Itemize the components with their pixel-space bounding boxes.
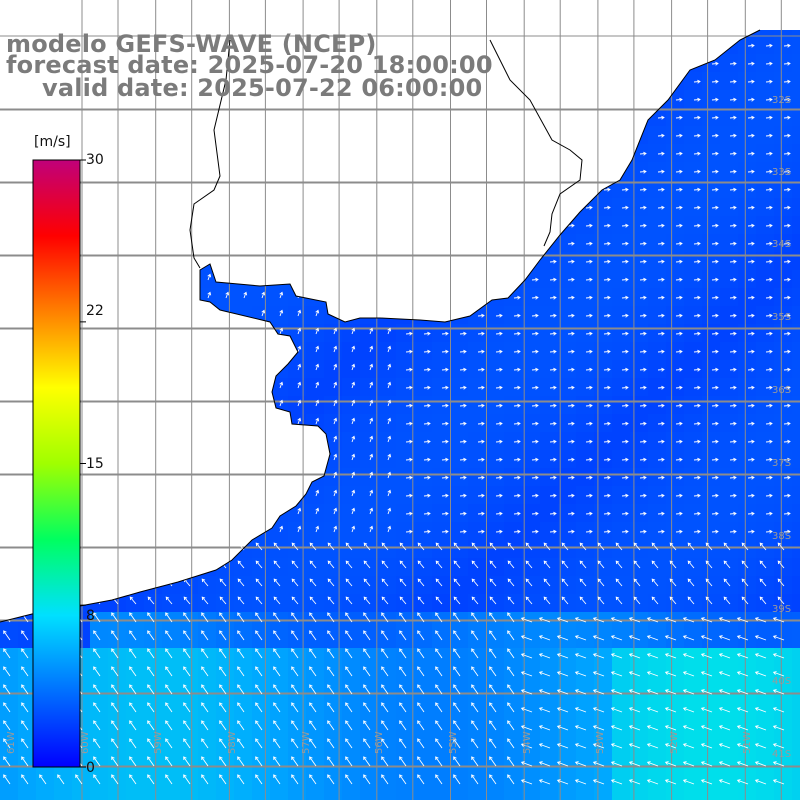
river-border-path xyxy=(189,39,231,269)
colorbar xyxy=(32,159,86,768)
lat-label: 32S xyxy=(772,95,791,106)
lon-label: 60W xyxy=(80,731,91,754)
colorbar-tick-0: 0 xyxy=(86,760,95,776)
map-title-forecast-date: forecast date: 2025-07-20 18:00:00 xyxy=(6,51,493,79)
lat-label: 33S xyxy=(772,167,791,178)
lat-label: 37S xyxy=(772,458,791,469)
lat-label: 40S xyxy=(772,676,791,687)
colorbar-ramp xyxy=(32,159,81,768)
lon-label: 53W xyxy=(595,731,606,754)
lon-label: 55W xyxy=(448,731,459,754)
lon-label: 61W xyxy=(6,731,17,754)
coastline-path xyxy=(0,29,761,623)
lon-label: 59W xyxy=(153,731,164,754)
lon-label: 51W xyxy=(742,731,753,754)
colorbar-tick-8: 8 xyxy=(86,608,95,624)
lon-label: 52W xyxy=(669,731,680,754)
colorbar-tick-15: 15 xyxy=(86,456,104,472)
lon-label: 57W xyxy=(301,731,312,754)
lon-label: 56W xyxy=(374,731,385,754)
lat-label: 41S xyxy=(772,749,791,760)
lon-label: 58W xyxy=(227,731,238,754)
grid-labels: 32S 33S 34S 35S 36S 37S 38S 39S 40S 41S 61W 60W 59W 5… xyxy=(6,95,791,760)
land-polygon xyxy=(0,0,800,622)
lat-label: 36S xyxy=(772,385,791,396)
colorbar-tick-22: 22 xyxy=(86,303,104,319)
colorbar-unit: [m/s] xyxy=(34,134,71,150)
lat-label: 38S xyxy=(772,531,791,542)
colorbar-tick-30: 30 xyxy=(86,152,104,168)
map-title-model: modelo GEFS-WAVE (NCEP) xyxy=(6,30,377,58)
lon-label: 54W xyxy=(522,731,533,754)
wind-vectors xyxy=(3,43,791,785)
coastline xyxy=(0,29,761,623)
land-mask xyxy=(0,0,800,622)
map-title-valid-date: valid date: 2025-07-22 06:00:00 xyxy=(42,74,483,102)
lat-label: 34S xyxy=(772,239,791,250)
lat-label: 39S xyxy=(772,604,791,615)
lat-label: 35S xyxy=(772,312,791,323)
border-path xyxy=(489,39,583,247)
